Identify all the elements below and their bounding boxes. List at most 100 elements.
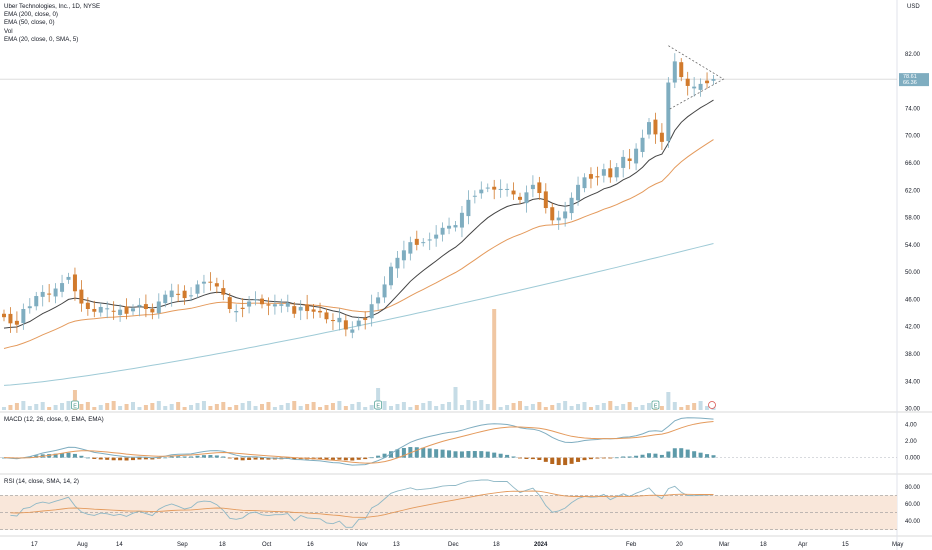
candle-body bbox=[227, 297, 232, 309]
volume-bar bbox=[221, 402, 226, 410]
volume-bar bbox=[72, 390, 77, 410]
candle-body bbox=[169, 290, 174, 298]
macd-histogram-bar bbox=[427, 448, 432, 458]
volume-bar bbox=[401, 402, 406, 410]
candle-body bbox=[2, 313, 6, 318]
macd-histogram-bar bbox=[453, 451, 458, 458]
macd-histogram-bar bbox=[479, 451, 484, 458]
volume-bar bbox=[376, 388, 381, 410]
candle-body bbox=[305, 304, 310, 312]
volume-bar bbox=[453, 387, 458, 410]
rsi-label[interactable]: RSI (14, close, SMA, 14, 2) bbox=[4, 478, 79, 485]
time-axis-label: May bbox=[892, 542, 903, 548]
macd-histogram-bar bbox=[143, 457, 148, 460]
candle-body bbox=[266, 304, 271, 306]
macd-histogram-bar bbox=[176, 456, 181, 458]
volume-bar bbox=[285, 403, 290, 410]
time-axis-label: 20 bbox=[676, 542, 683, 548]
macd-histogram-bar bbox=[105, 457, 110, 460]
macd-histogram-bar bbox=[685, 449, 690, 458]
time-axis-label: 13 bbox=[393, 542, 400, 548]
macd-histogram-bar bbox=[389, 451, 393, 458]
candle-body bbox=[150, 308, 155, 313]
time-axis-label: Feb bbox=[626, 542, 637, 548]
candle-body bbox=[272, 304, 277, 307]
candle-body bbox=[588, 174, 593, 179]
candle-body bbox=[395, 257, 400, 269]
volume-bar bbox=[266, 402, 271, 410]
price-tick-label: 30.00 bbox=[905, 407, 921, 413]
candle-body bbox=[311, 309, 316, 312]
volume-bar bbox=[550, 405, 555, 410]
volume-bar bbox=[382, 401, 387, 410]
earnings-marker-icon bbox=[374, 400, 383, 410]
macd-histogram-bar bbox=[550, 457, 555, 464]
candle-body bbox=[621, 156, 626, 168]
currency-label[interactable]: USD bbox=[907, 4, 920, 10]
volume-bar bbox=[21, 401, 26, 410]
price-tick-label: 54.00 bbox=[905, 243, 921, 249]
macd-tick-label: 4.00 bbox=[905, 423, 917, 429]
macd-histogram-bar bbox=[234, 457, 239, 460]
macd-histogram-bar bbox=[621, 456, 626, 458]
indicator-ema50[interactable]: EMA (50, close, 0) bbox=[4, 19, 55, 27]
candle-body bbox=[518, 196, 522, 200]
ema50-line bbox=[3, 139, 714, 349]
volume-bar bbox=[576, 404, 581, 410]
indicator-ema20[interactable]: EMA (20, close, 0, SMA, 5) bbox=[4, 35, 79, 43]
macd-label[interactable]: MACD (12, 26, close, 9, EMA, EMA) bbox=[4, 416, 104, 423]
rsi-smoothing-line bbox=[10, 490, 714, 518]
candle-body bbox=[292, 306, 297, 314]
candle-body bbox=[298, 306, 303, 311]
candle-body bbox=[240, 307, 245, 309]
candle-body bbox=[537, 182, 542, 194]
macd-histogram-bar bbox=[459, 451, 464, 458]
volume-bar bbox=[614, 406, 619, 410]
macd-histogram-bar bbox=[150, 457, 155, 460]
volume-bar bbox=[343, 406, 348, 410]
volume-bar bbox=[176, 402, 181, 410]
symbol-title[interactable]: Uber Technologies, Inc., 1D, NYSE bbox=[4, 3, 101, 10]
candle-body bbox=[182, 290, 187, 299]
volume-bar bbox=[524, 406, 529, 410]
price-tag-top: 78.61 bbox=[903, 74, 917, 80]
earnings-marker-letter: E bbox=[376, 404, 380, 410]
macd-histogram-bar bbox=[640, 454, 645, 458]
candle-body bbox=[679, 62, 684, 78]
macd-histogram-bar bbox=[124, 457, 129, 461]
candle-body bbox=[137, 304, 142, 307]
candle-body bbox=[92, 308, 97, 312]
volume-bar bbox=[659, 406, 664, 410]
macd-histogram-bar bbox=[247, 457, 252, 461]
volume-bar bbox=[131, 402, 135, 410]
macd-histogram-bar bbox=[356, 457, 361, 460]
macd-histogram-bar bbox=[408, 447, 413, 458]
volume-bar bbox=[240, 403, 245, 410]
macd-histogram-bar bbox=[98, 457, 103, 460]
candle-body bbox=[698, 83, 703, 90]
volume-bar bbox=[627, 402, 632, 410]
candle-body bbox=[582, 177, 587, 189]
macd-histogram-bar bbox=[156, 457, 161, 459]
macd-histogram-bar bbox=[66, 452, 71, 458]
volume-bar bbox=[253, 406, 258, 410]
ema200-line bbox=[3, 243, 714, 386]
macd-histogram-bar bbox=[537, 457, 542, 460]
price-tick-label: 58.00 bbox=[905, 216, 921, 222]
time-axis-label: 14 bbox=[116, 542, 123, 548]
macd-histogram-bar bbox=[698, 452, 703, 458]
macd-histogram-bar bbox=[240, 457, 245, 461]
volume-bar bbox=[111, 401, 116, 410]
price-tick-label: 50.00 bbox=[905, 270, 921, 276]
indicator-vol[interactable]: Vol bbox=[4, 27, 13, 35]
volume-bar bbox=[247, 401, 252, 410]
macd-histogram-bar bbox=[401, 447, 406, 458]
candle-body bbox=[447, 225, 452, 229]
volume-bar bbox=[8, 405, 13, 410]
indicator-ema200[interactable]: EMA (200, close, 0) bbox=[4, 11, 58, 19]
macd-histogram-bar bbox=[511, 456, 516, 458]
candle-body bbox=[614, 167, 619, 178]
candle-body bbox=[466, 199, 471, 217]
candle-body bbox=[21, 308, 26, 324]
time-axis-label: Dec bbox=[448, 542, 459, 548]
